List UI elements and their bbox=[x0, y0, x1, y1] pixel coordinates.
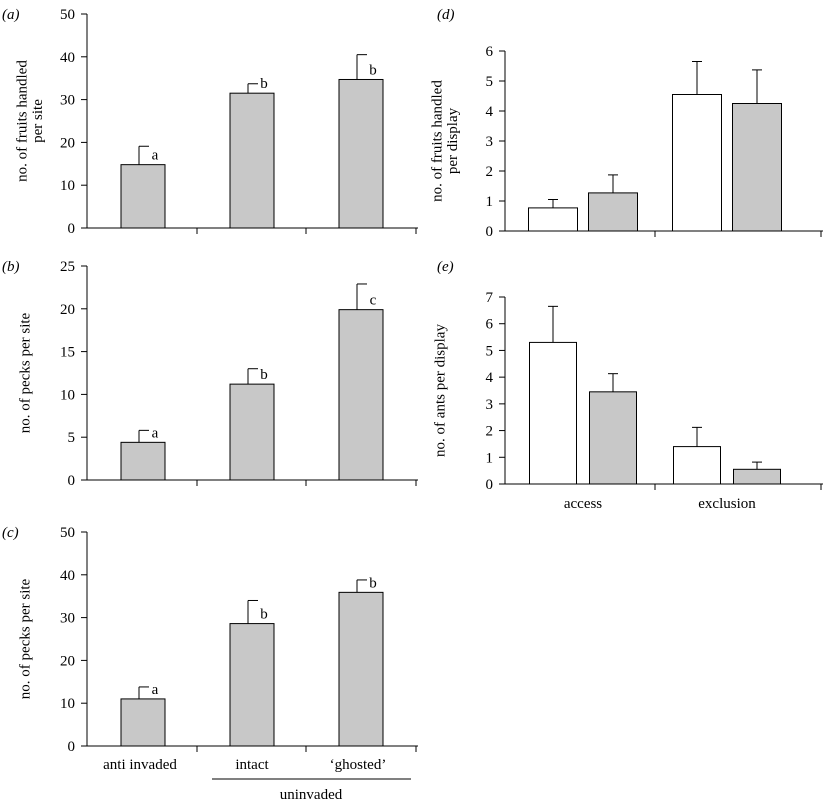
chart-panel-1: (a) no. of fruits handledper site 0 10 20 30 4… bbox=[2, 7, 418, 237]
bar bbox=[120, 441, 166, 481]
y-tick-label: 4 bbox=[486, 370, 494, 386]
bar bbox=[733, 468, 781, 485]
bar bbox=[588, 192, 638, 232]
y-tick-label: 5 bbox=[486, 74, 494, 90]
y-tick-label: 5 bbox=[68, 430, 76, 446]
bar bbox=[338, 78, 384, 229]
bar bbox=[673, 446, 721, 485]
bar bbox=[229, 92, 275, 229]
panel-label: (d) bbox=[437, 7, 455, 23]
bar bbox=[589, 391, 637, 485]
y-axis-label: no. of fruits handledper display bbox=[430, 80, 462, 202]
y-axis-label-line: per display bbox=[445, 107, 461, 174]
bar bbox=[120, 164, 166, 229]
panel-label: (c) bbox=[2, 525, 19, 541]
chart-panel-2: (b) no. of pecks per site 0 5 10 15 20 25 a b c bbox=[2, 259, 418, 489]
bar bbox=[229, 623, 275, 747]
y-tick-label: 0 bbox=[68, 221, 76, 237]
y-tick-label: 30 bbox=[60, 93, 75, 109]
y-tick-label: 6 bbox=[486, 44, 494, 60]
x-tick-label: access bbox=[564, 496, 602, 512]
y-axis-label: no. of pecks per site bbox=[17, 578, 33, 699]
y-axis-label-line: no. of fruits handled bbox=[430, 80, 446, 202]
y-tick-label: 10 bbox=[60, 696, 75, 712]
y-tick-label: 40 bbox=[60, 568, 75, 584]
significance-letter: c bbox=[370, 293, 377, 309]
y-tick-label: 10 bbox=[60, 178, 75, 194]
y-tick-label: 40 bbox=[60, 50, 75, 66]
significance-letter: b bbox=[369, 575, 377, 591]
x-tick-label: exclusion bbox=[698, 496, 756, 512]
y-tick-label: 0 bbox=[68, 473, 76, 489]
y-axis-label: no. of pecks per site bbox=[17, 312, 33, 433]
y-tick-label: 10 bbox=[60, 387, 75, 403]
y-tick-label: 4 bbox=[486, 104, 494, 120]
y-axis-label-line: no. of pecks per site bbox=[17, 312, 33, 433]
y-tick-label: 6 bbox=[486, 317, 494, 333]
y-tick-label: 50 bbox=[60, 525, 75, 541]
y-tick-label: 30 bbox=[60, 611, 75, 627]
chart-panel-4: (d) no. of fruits handledper display 0 1 2 3 4… bbox=[430, 7, 823, 240]
significance-letter: b bbox=[260, 76, 268, 92]
significance-letter: a bbox=[152, 682, 159, 698]
y-axis-label: no. of ants per display bbox=[432, 324, 448, 457]
y-tick-label: 2 bbox=[486, 164, 494, 180]
x-tick-label: anti invaded bbox=[103, 757, 177, 773]
y-tick-label: 1 bbox=[486, 194, 494, 210]
y-axis-label-line: no. of ants per display bbox=[432, 324, 448, 457]
x-tick-label: intact bbox=[235, 757, 269, 773]
y-tick-label: 3 bbox=[486, 134, 494, 150]
significance-letter: b bbox=[260, 367, 268, 383]
significance-letter: b bbox=[369, 62, 377, 78]
y-tick-label: 20 bbox=[60, 135, 75, 151]
bar bbox=[120, 698, 166, 747]
y-tick-label: 15 bbox=[60, 345, 75, 361]
bar bbox=[338, 591, 384, 747]
y-tick-label: 50 bbox=[60, 7, 75, 23]
bar bbox=[732, 103, 782, 232]
y-tick-label: 2 bbox=[486, 424, 494, 440]
x-tick-label: ‘ghosted’ bbox=[330, 757, 387, 773]
group-label: uninvaded bbox=[280, 787, 343, 802]
y-tick-label: 7 bbox=[486, 290, 494, 306]
y-tick-label: 0 bbox=[68, 739, 76, 755]
panel-label: (a) bbox=[2, 7, 20, 23]
y-tick-label: 0 bbox=[486, 477, 494, 493]
panel-label: (e) bbox=[437, 259, 454, 275]
y-tick-label: 20 bbox=[60, 302, 75, 318]
panel-label: (b) bbox=[2, 259, 20, 275]
bar bbox=[528, 207, 578, 232]
y-axis-label-line: no. of fruits handled bbox=[15, 60, 31, 182]
y-axis-label: no. of fruits handledper site bbox=[15, 60, 47, 182]
chart-panel-3: (c) no. of pecks per site 0 10 20 30 40 50 a b b an… bbox=[2, 525, 418, 802]
y-axis-label-line: per site bbox=[30, 99, 46, 143]
y-tick-label: 3 bbox=[486, 397, 494, 413]
chart-panel-5: (e) no. of ants per display 0 1 2 3 4 5 6 7 access… bbox=[432, 259, 823, 512]
y-tick-label: 25 bbox=[60, 259, 75, 275]
significance-letter: a bbox=[152, 148, 159, 164]
y-axis-label-line: no. of pecks per site bbox=[17, 578, 33, 699]
significance-letter: b bbox=[260, 607, 268, 623]
bar bbox=[229, 383, 275, 481]
y-tick-label: 1 bbox=[486, 450, 494, 466]
y-tick-label: 0 bbox=[486, 224, 494, 240]
y-tick-label: 20 bbox=[60, 653, 75, 669]
y-tick-label: 5 bbox=[486, 343, 494, 359]
significance-letter: a bbox=[152, 425, 159, 441]
bar bbox=[672, 94, 722, 232]
bar bbox=[338, 309, 384, 481]
bar bbox=[529, 341, 577, 485]
